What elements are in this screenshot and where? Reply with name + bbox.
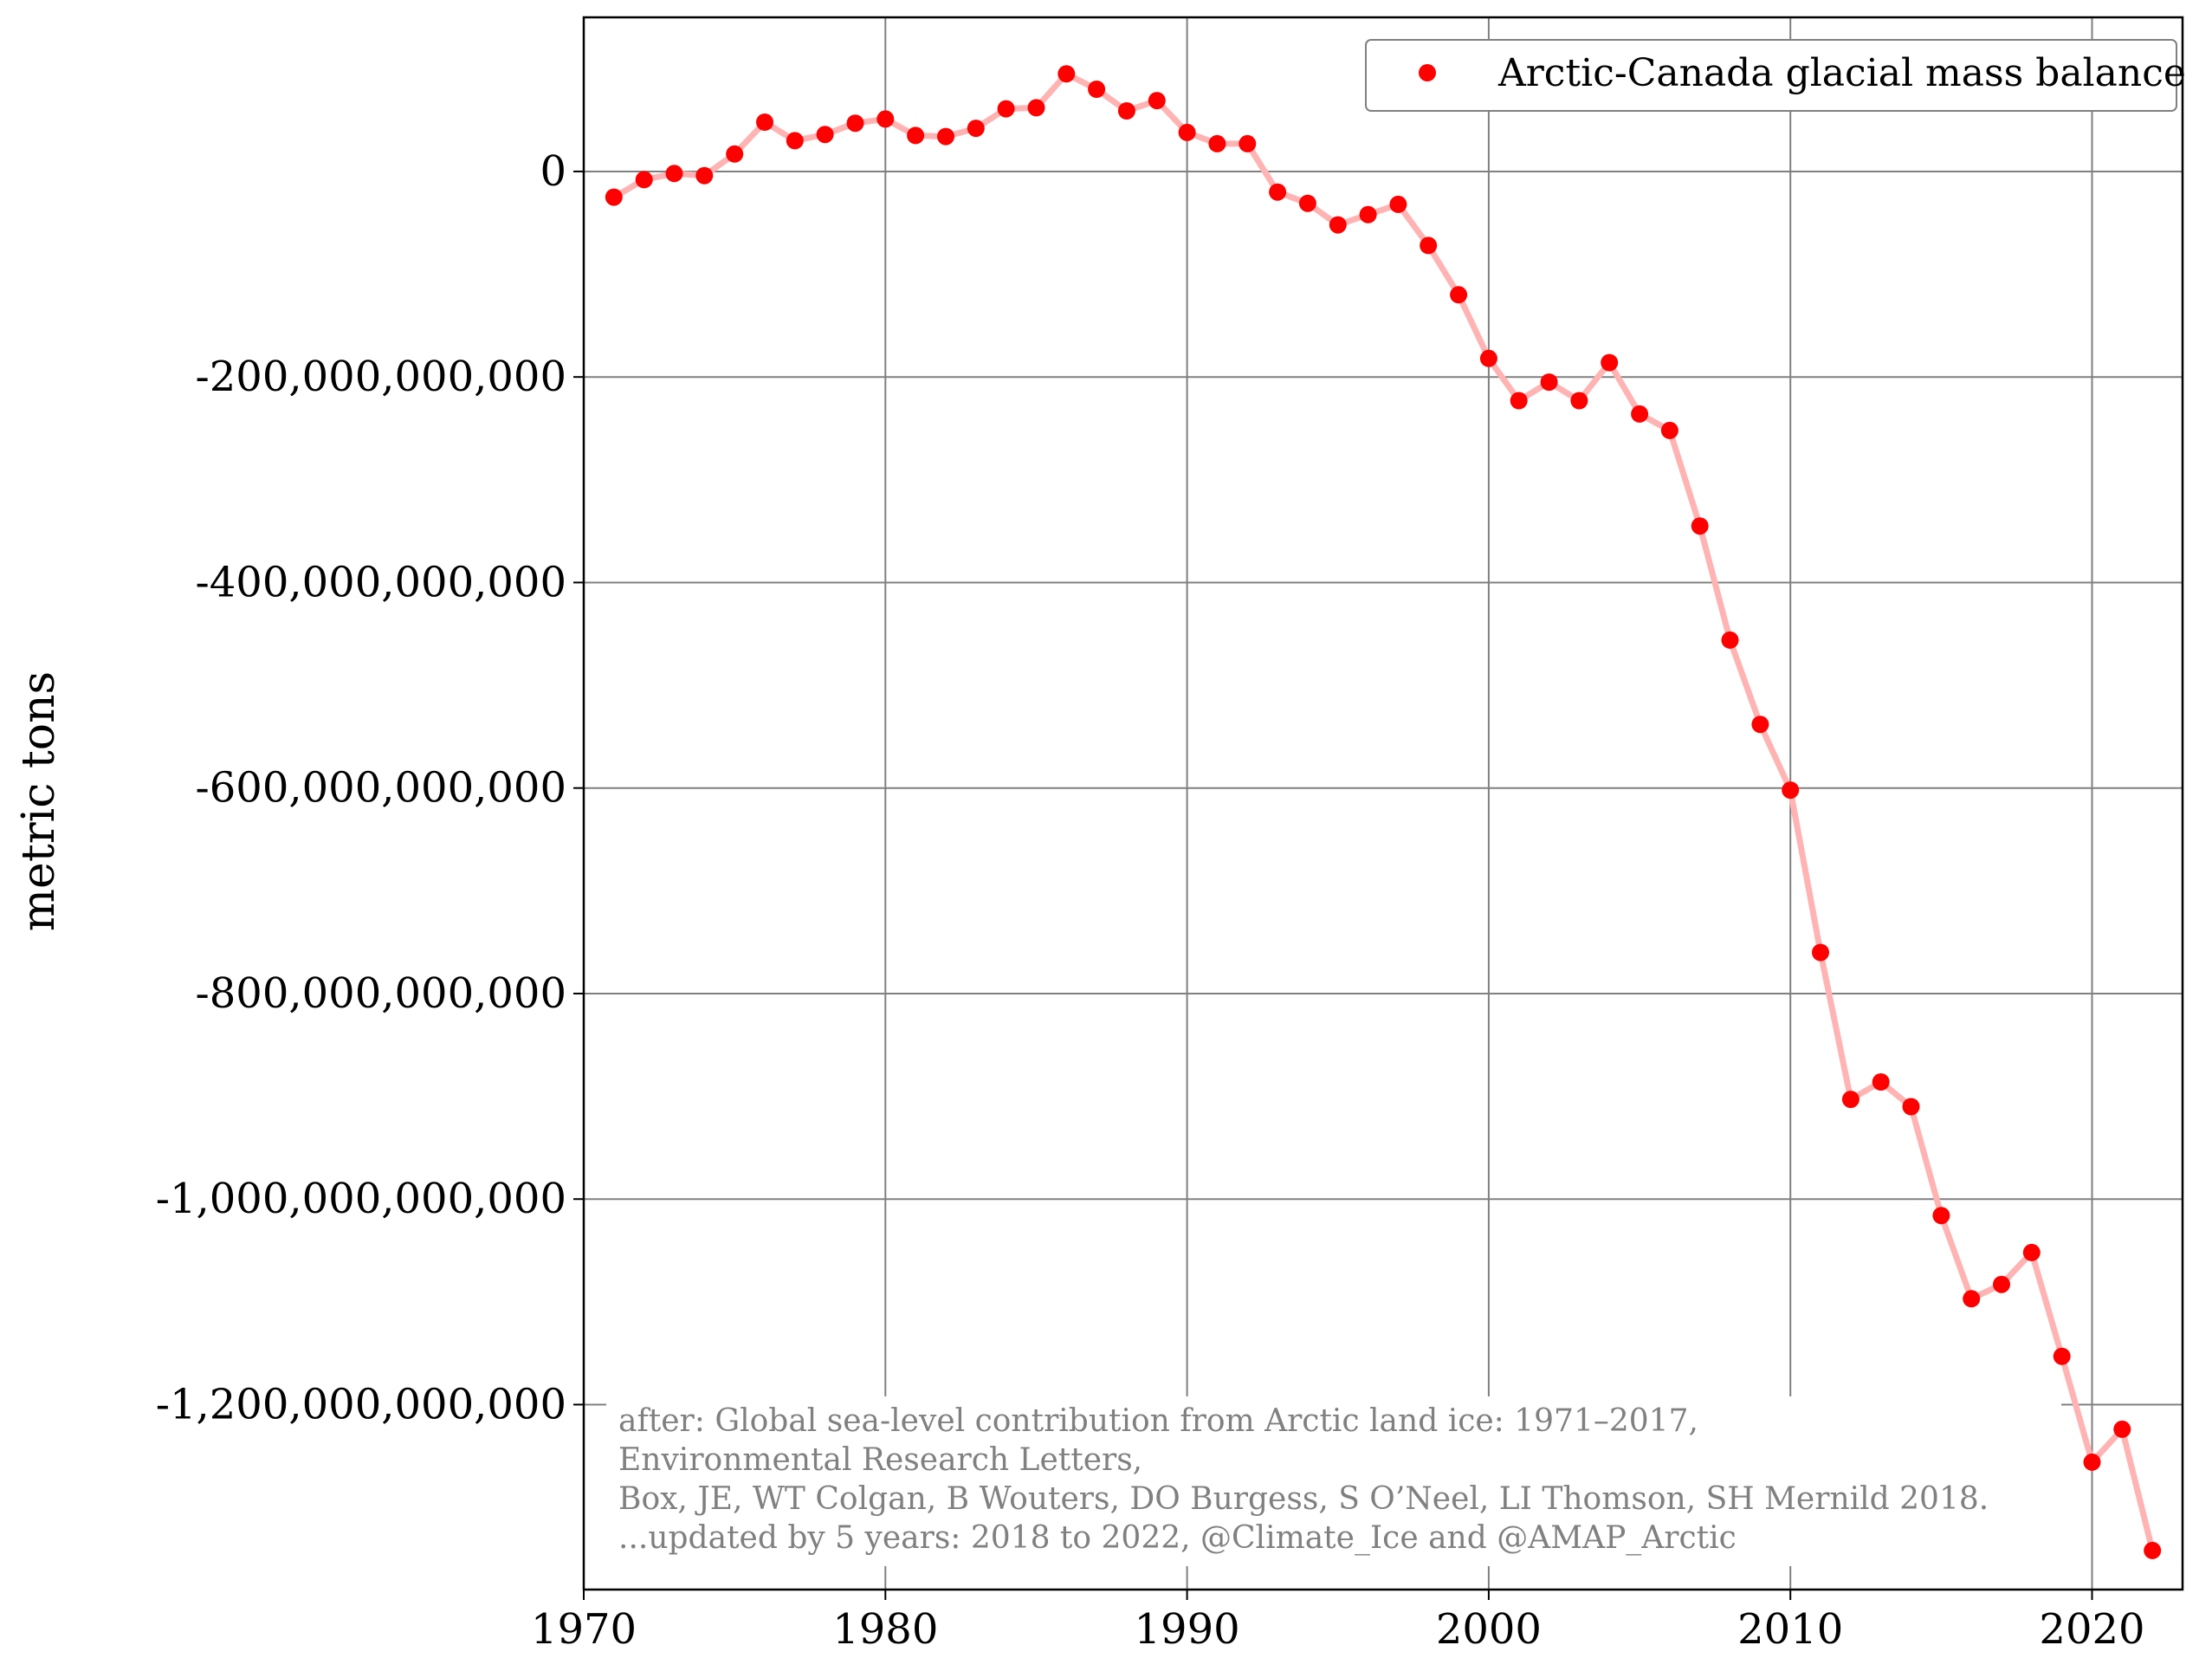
data-point	[876, 110, 895, 128]
x-tick-label: 1980	[832, 1605, 938, 1654]
data-point	[1359, 205, 1377, 223]
y-tick-label: -1,000,000,000,000	[156, 1175, 566, 1223]
y-tick-label: -400,000,000,000	[196, 558, 566, 606]
y-tick-label: -800,000,000,000	[196, 969, 566, 1018]
annotation-line: Box, JE, WT Colgan, B Wouters, DO Burges…	[618, 1481, 1989, 1517]
data-point	[756, 113, 773, 131]
series-layer	[605, 65, 2162, 1559]
data-point	[1841, 1091, 1860, 1109]
data-point	[1479, 349, 1497, 367]
data-point	[1239, 134, 1257, 152]
data-point	[1269, 183, 1287, 201]
data-point	[1812, 943, 1829, 962]
data-point	[1329, 216, 1347, 234]
data-point	[1993, 1275, 2010, 1293]
data-point	[1751, 716, 1769, 734]
data-point	[1902, 1098, 1920, 1116]
data-point	[1057, 65, 1076, 83]
x-tick-label: 2020	[2039, 1605, 2144, 1654]
data-point	[997, 100, 1015, 118]
data-point	[665, 165, 683, 183]
y-tick-label: -1,200,000,000,000	[156, 1380, 566, 1428]
annotation-line: ...updated by 5 years: 2018 to 2022, @Cl…	[618, 1520, 1737, 1556]
data-point	[2022, 1243, 2041, 1261]
data-point	[1420, 236, 1438, 255]
data-point	[1570, 392, 1588, 410]
data-point	[1088, 81, 1106, 98]
data-point	[1963, 1290, 1981, 1308]
data-point	[1782, 781, 1800, 800]
data-point	[2113, 1420, 2131, 1438]
data-point	[846, 114, 864, 133]
data-point	[1872, 1073, 1890, 1091]
data-point	[695, 166, 714, 185]
plot-border	[582, 16, 2184, 1591]
data-point	[937, 127, 954, 146]
data-point	[967, 120, 985, 138]
y-axis-label: metric tons	[13, 671, 65, 932]
data-point	[726, 145, 744, 163]
data-point	[635, 171, 653, 189]
data-point	[907, 126, 925, 145]
data-point	[1660, 421, 1678, 439]
data-point	[1298, 194, 1316, 212]
data-point	[1450, 286, 1468, 304]
plot-frame	[582, 16, 2184, 1591]
data-point	[1510, 392, 1528, 410]
y-tick-label: -600,000,000,000	[196, 764, 566, 813]
annotation-line: Environmental Research Letters,	[618, 1442, 1142, 1478]
data-point	[1691, 517, 1709, 535]
data-point	[786, 132, 804, 150]
series-line	[611, 70, 2156, 1554]
data-point	[816, 126, 834, 144]
data-point	[2053, 1347, 2071, 1365]
data-point	[1027, 99, 1045, 117]
data-point	[1540, 373, 1558, 392]
legend: Arctic-Canada glacial mass balance	[1365, 39, 2186, 112]
annotation-box: after: Global sea-level contribution fro…	[606, 1396, 2061, 1566]
legend-marker	[1419, 64, 1436, 81]
annotation-line: after: Global sea-level contribution fro…	[618, 1403, 1698, 1439]
legend-entry-label: Arctic-Canada glacial mass balance	[1497, 51, 2186, 95]
data-point	[1117, 102, 1135, 120]
legend-box	[1365, 39, 2177, 112]
x-tick-label: 2010	[1737, 1605, 1843, 1654]
data-point	[1389, 195, 1407, 213]
y-tick-label: -200,000,000,000	[196, 353, 566, 401]
x-tick-label: 1970	[531, 1605, 637, 1654]
data-point	[1208, 134, 1226, 152]
x-tick-label: 2000	[1436, 1605, 1542, 1654]
grid-lines	[583, 17, 2183, 1590]
data-point	[1721, 631, 1739, 649]
y-tick-label: 0	[540, 147, 566, 196]
data-point	[2083, 1453, 2101, 1471]
data-point	[2144, 1541, 2162, 1559]
data-point	[1631, 405, 1649, 423]
annotation-background	[606, 1396, 2061, 1566]
data-point	[1148, 92, 1166, 110]
tick-layer: 1970 1980 1990 2000 2010 2020 0 -200,000,000,00…	[156, 147, 2145, 1654]
data-point	[1601, 353, 1619, 372]
data-point	[1178, 123, 1196, 141]
x-tick-label: 1990	[1135, 1605, 1240, 1654]
data-point	[1932, 1207, 1950, 1225]
data-point	[605, 188, 623, 206]
